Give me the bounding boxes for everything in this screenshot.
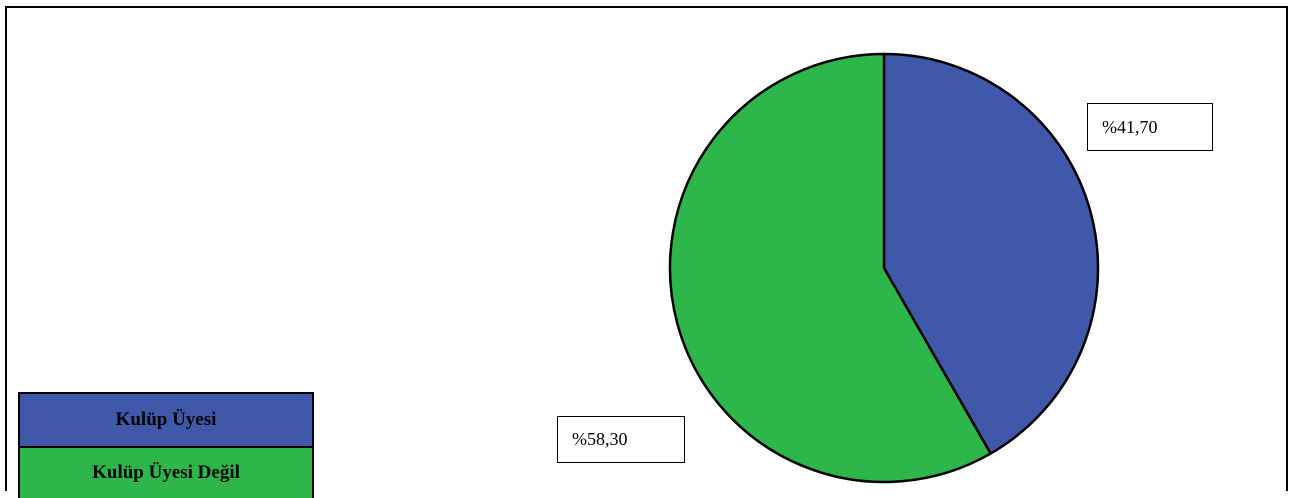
legend-item-kulup-uyesi-degil: Kulüp Üyesi Değil bbox=[20, 446, 312, 498]
chart-frame bbox=[5, 6, 1288, 491]
slice-kulup-uyesi-degil bbox=[668, 52, 992, 484]
data-label-kulup-uyesi-degil: %58,30 bbox=[557, 416, 685, 463]
slice-kulup-uyesi bbox=[882, 52, 1100, 455]
data-label-kulup-uyesi: %41,70 bbox=[1087, 103, 1213, 151]
legend: Kulüp Üyesi Kulüp Üyesi Değil bbox=[18, 392, 314, 498]
legend-item-kulup-uyesi: Kulüp Üyesi bbox=[20, 394, 312, 446]
